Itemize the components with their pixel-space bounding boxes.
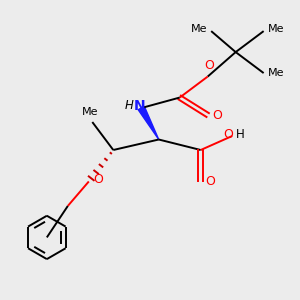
Text: O: O [93, 173, 103, 186]
Text: Me: Me [268, 24, 284, 34]
Text: O: O [205, 59, 214, 72]
Text: H: H [125, 99, 134, 112]
Text: H: H [236, 128, 245, 141]
Polygon shape [138, 106, 159, 140]
Text: Me: Me [190, 24, 207, 34]
Text: Me: Me [82, 107, 99, 117]
Text: O: O [212, 109, 222, 122]
Text: O: O [223, 128, 233, 141]
Text: O: O [205, 175, 215, 188]
Text: N: N [134, 99, 145, 113]
Text: Me: Me [268, 68, 284, 78]
